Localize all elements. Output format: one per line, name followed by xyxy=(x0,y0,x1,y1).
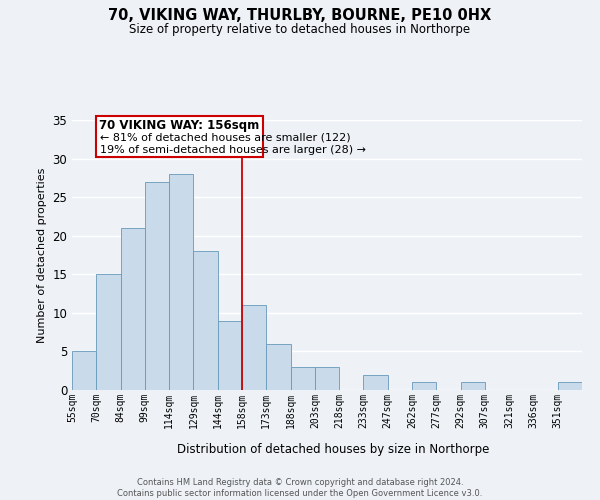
Bar xyxy=(266,344,290,390)
Text: 70 VIKING WAY: 156sqm: 70 VIKING WAY: 156sqm xyxy=(100,119,260,132)
Bar xyxy=(72,352,96,390)
Text: 19% of semi-detached houses are larger (28) →: 19% of semi-detached houses are larger (… xyxy=(100,146,366,156)
Bar xyxy=(193,251,218,390)
Bar xyxy=(169,174,193,390)
Bar xyxy=(242,305,266,390)
Bar xyxy=(218,320,242,390)
Text: 70, VIKING WAY, THURLBY, BOURNE, PE10 0HX: 70, VIKING WAY, THURLBY, BOURNE, PE10 0H… xyxy=(109,8,491,22)
Bar xyxy=(315,367,339,390)
Text: Distribution of detached houses by size in Northorpe: Distribution of detached houses by size … xyxy=(177,442,489,456)
Bar xyxy=(364,374,388,390)
Text: Contains HM Land Registry data © Crown copyright and database right 2024.
Contai: Contains HM Land Registry data © Crown c… xyxy=(118,478,482,498)
Bar xyxy=(290,367,315,390)
FancyBboxPatch shape xyxy=(96,116,263,157)
Bar xyxy=(145,182,169,390)
Bar xyxy=(412,382,436,390)
Text: Size of property relative to detached houses in Northorpe: Size of property relative to detached ho… xyxy=(130,22,470,36)
Bar xyxy=(461,382,485,390)
Bar xyxy=(96,274,121,390)
Text: ← 81% of detached houses are smaller (122): ← 81% of detached houses are smaller (12… xyxy=(100,132,350,142)
Bar xyxy=(121,228,145,390)
Bar xyxy=(558,382,582,390)
Y-axis label: Number of detached properties: Number of detached properties xyxy=(37,168,47,342)
